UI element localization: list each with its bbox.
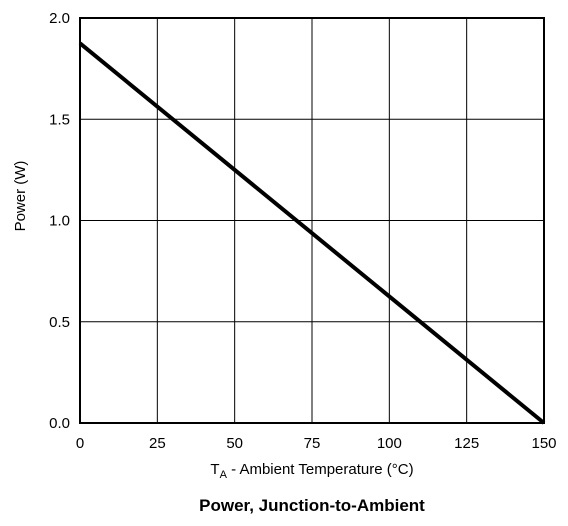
x-tick-label: 25 [149,435,166,452]
y-tick-label: 2.0 [49,10,70,27]
y-tick-label: 1.5 [49,111,70,128]
plot-frame [79,17,545,424]
x-tick-label: 75 [304,435,321,452]
x-tick-label: 150 [531,435,556,452]
power-derating-line [78,41,546,425]
x-axis-label-rest: - Ambient Temperature (°C) [227,461,414,478]
x-tick-label: 50 [226,435,243,452]
tick-labels: 0 25 50 75 100 125 150 0.0 0.5 1.0 1.5 2.0 [49,10,556,452]
y-axis-label: Power (W) [12,161,29,232]
x-axis-label: TA - Ambient Temperature (°C) [210,461,413,481]
series-layer [78,41,546,425]
x-axis-label-subscript: A [220,469,228,481]
chart-title: Power, Junction-to-Ambient [199,496,425,515]
x-tick-label: 125 [454,435,479,452]
x-tick-label: 0 [76,435,84,452]
x-tick-label: 100 [377,435,402,452]
y-tick-label: 0.5 [49,314,70,331]
y-tick-label: 0.0 [49,415,70,432]
grid-lines [80,18,544,423]
y-tick-label: 1.0 [49,213,70,230]
x-axis-label-main: T [210,461,219,478]
